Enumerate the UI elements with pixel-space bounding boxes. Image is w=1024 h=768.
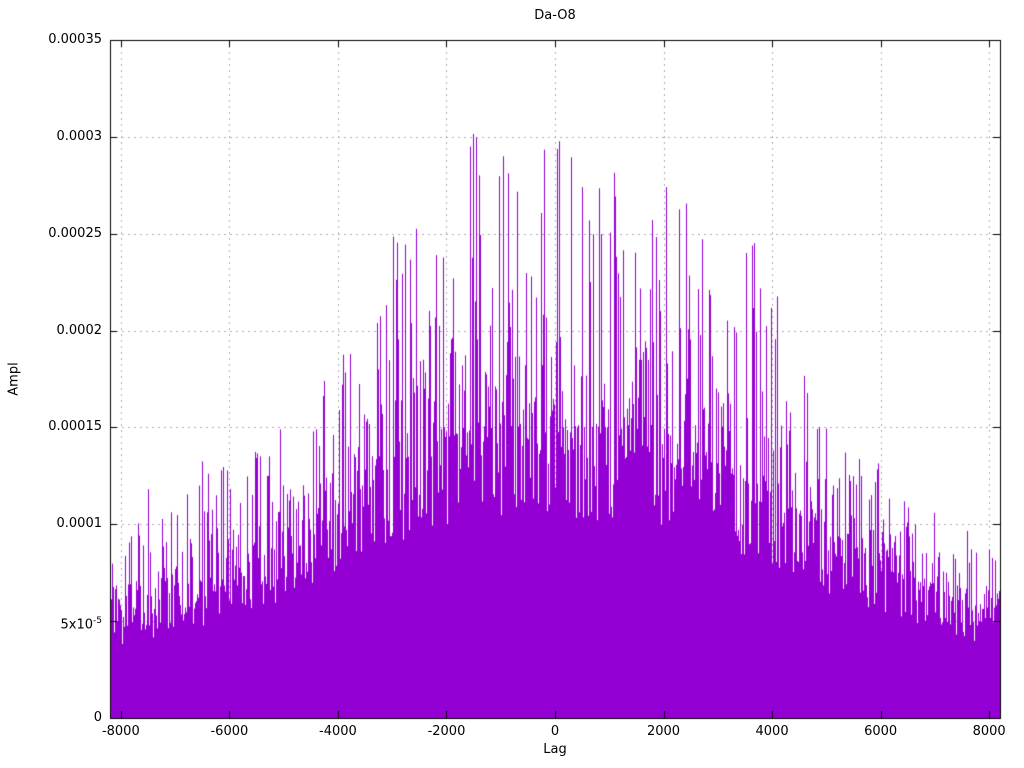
x-axis-label: Lag	[543, 742, 567, 757]
x-tick-label: 8000	[972, 724, 1006, 739]
x-tick-label: -6000	[210, 724, 249, 739]
x-tick-label: 2000	[646, 724, 681, 739]
y-tick-label: 0.00035	[48, 32, 102, 47]
x-tick-label: 6000	[864, 724, 898, 739]
chart-title: Da-O8	[534, 8, 576, 23]
y-tick-label: 0.0001	[56, 516, 103, 532]
y-tick-label: 0.0003	[56, 128, 103, 144]
y-tick-label: 5x10-5	[60, 616, 103, 633]
x-tick-label: -4000	[319, 724, 357, 739]
y-tick-label: 0	[93, 710, 102, 725]
y-tick-label: 0.00025	[48, 225, 102, 241]
x-tick-label: 4000	[755, 724, 789, 739]
x-tick-label: -8000	[101, 724, 140, 739]
y-axis-label: Ampl	[6, 362, 22, 396]
y-tick-label: 0.0002	[56, 322, 103, 338]
x-tick-label: -2000	[427, 724, 466, 739]
y-tick-label: 0.00015	[48, 419, 102, 435]
x-tick-label: 0	[550, 724, 560, 739]
